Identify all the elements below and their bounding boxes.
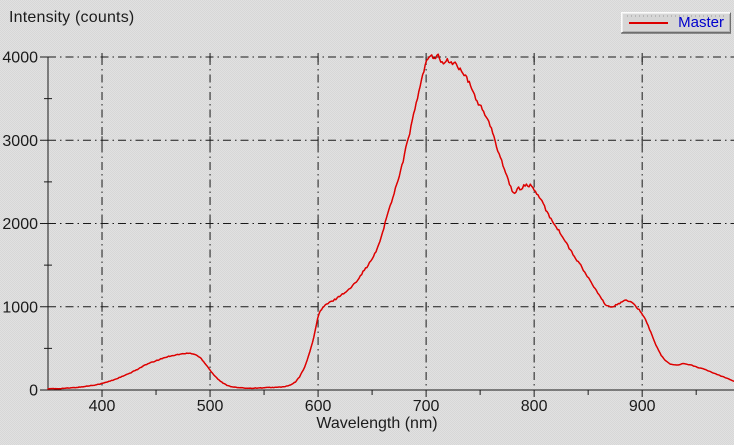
legend-label: Master — [678, 14, 724, 31]
y-tick-label: 0 — [29, 383, 38, 400]
legend-series-line-swatch — [629, 21, 668, 24]
y-axis-title: Intensity (counts) — [9, 9, 135, 26]
x-tick-label: 800 — [521, 398, 548, 415]
y-tick-label: 2000 — [2, 216, 38, 233]
x-axis-title: Wavelength (nm) — [316, 415, 438, 432]
x-tick-label: 600 — [305, 398, 332, 415]
y-tick-label: 4000 — [2, 50, 38, 67]
legend-box[interactable]: Master — [621, 12, 731, 33]
x-tick-label: 700 — [413, 398, 440, 415]
legend-grip-dots — [627, 15, 725, 17]
x-tick-label: 500 — [197, 398, 224, 415]
spectrum-trace — [47, 53, 734, 390]
x-tick-label: 900 — [629, 398, 656, 415]
x-tick-label: 400 — [89, 398, 116, 415]
y-tick-label: 1000 — [2, 299, 38, 316]
y-tick-label: 3000 — [2, 133, 38, 150]
